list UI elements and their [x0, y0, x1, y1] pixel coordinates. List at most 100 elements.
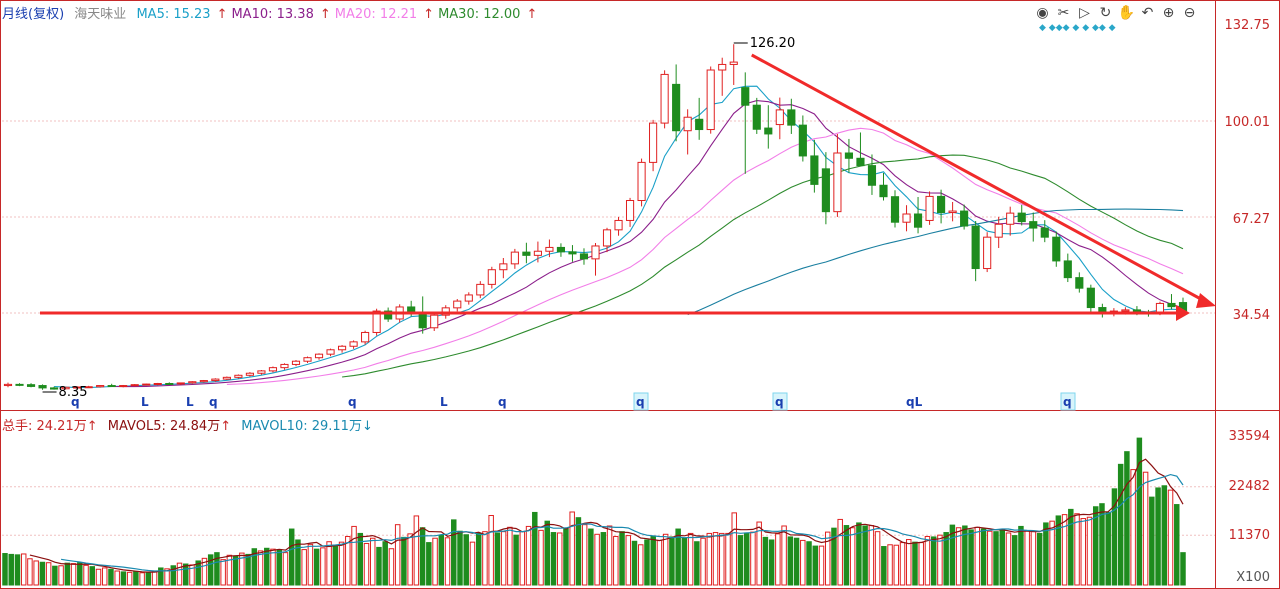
candle-body [614, 219, 623, 231]
volume-bar [326, 541, 332, 586]
candle-body [556, 246, 566, 253]
volume-bar [264, 547, 270, 586]
volume-bar [712, 532, 719, 586]
event-marker-box [1060, 392, 1076, 411]
candle-body [994, 223, 1003, 238]
volume-bar [270, 548, 276, 586]
volume-bar [625, 535, 632, 586]
volume-legend: 总手: 24.21万↑ MAVOL5: 24.84万↑ MAVOL10: 29.… [2, 415, 379, 434]
volume-bar [881, 546, 887, 586]
volume-bar [756, 521, 762, 586]
undo-icon[interactable]: ↶ [1141, 4, 1154, 21]
volume-bar [818, 545, 825, 586]
volume-bar [376, 546, 382, 586]
y-tick-label: 67.27 [1232, 212, 1270, 227]
volume-bar [762, 536, 769, 586]
candle-body [464, 294, 473, 302]
candle-body [349, 341, 358, 347]
candle-body [245, 372, 254, 376]
volume-bar [8, 553, 14, 586]
eye-icon[interactable]: ◉ [1036, 4, 1049, 21]
volume-bar [133, 570, 139, 586]
event-marker: q [209, 395, 218, 409]
volume-bar [89, 566, 96, 586]
ma-legend-item: MA10: 13.38 [231, 7, 314, 22]
candle-body [384, 310, 393, 320]
ma-legend: MA5: 15.23 ↑ MA10: 13.38 ↑ MA20: 12.21 ↑ MA30:… [136, 7, 541, 22]
volume-bar [812, 545, 819, 586]
volume-bar [556, 532, 563, 586]
volume-bar [220, 559, 226, 586]
candle-body [856, 157, 865, 167]
zoom-in-icon[interactable]: ⊕ [1162, 4, 1175, 21]
hand-icon[interactable]: ✋ [1117, 4, 1136, 21]
volume-bar [1130, 469, 1136, 586]
volume-bar [438, 534, 445, 586]
candle-body [1063, 260, 1072, 279]
candle-body [222, 376, 231, 380]
volume-bar [955, 527, 962, 586]
candle-body [211, 378, 220, 382]
candle-body [487, 269, 496, 285]
volume-bar [569, 511, 575, 586]
volume-bar [849, 527, 856, 586]
volume-bar [1011, 535, 1018, 586]
event-marker: q [71, 395, 80, 409]
zoom-out-icon[interactable]: ⊖ [1183, 4, 1196, 21]
volume-bar [638, 544, 644, 586]
volume-bar [893, 544, 900, 586]
volume-bar [332, 545, 339, 586]
volume-bar [999, 528, 1005, 586]
volume-bar [800, 539, 806, 586]
play-icon[interactable]: ▷ [1079, 4, 1090, 21]
chart-title: 月线(复权) [2, 7, 65, 22]
stock-name: 海天味业 [74, 7, 127, 22]
volume-bar [775, 533, 781, 586]
volume-bar [369, 537, 376, 586]
scissors-icon[interactable]: ✂ [1057, 4, 1070, 21]
refresh-icon[interactable]: ↻ [1099, 4, 1112, 21]
volume-bar [681, 537, 688, 586]
volume-bar [737, 535, 744, 586]
ma-legend-item: MA20: 12.21 [334, 7, 418, 22]
volume-total: 总手: 24.21万↑ [2, 419, 98, 434]
support-arrowhead [1176, 305, 1190, 321]
volume-bar [750, 531, 756, 586]
volume-bar [351, 525, 357, 586]
candle-body [695, 118, 704, 131]
volume-bar [95, 568, 102, 586]
volume-bar [413, 515, 420, 586]
volume-bar [195, 560, 201, 586]
vol-unit-label: X100 [1236, 570, 1270, 585]
volume-bar [83, 564, 89, 586]
volume-bar [588, 528, 594, 586]
volume-bar [856, 522, 862, 586]
event-marker: q [498, 395, 507, 409]
event-marker: L [141, 395, 149, 409]
volume-bar [214, 552, 220, 586]
volume-bar [862, 525, 868, 586]
volume-bar [949, 524, 956, 586]
candle-body [672, 83, 681, 132]
volume-bar [1142, 471, 1149, 586]
ma20-line [226, 127, 1184, 385]
candle-body [764, 127, 773, 135]
candle-body [810, 155, 819, 185]
y-tick-label: 132.75 [1224, 18, 1271, 33]
candle-body [902, 213, 911, 223]
volume-bar [145, 571, 152, 586]
volume-bar [307, 543, 314, 586]
volume-bar [183, 563, 189, 586]
candle-body [591, 245, 600, 260]
volume-bar [1080, 518, 1087, 586]
volume-bar [345, 535, 351, 586]
event-marker: q [1063, 395, 1072, 409]
candle-body [291, 360, 301, 365]
candle-body [418, 313, 427, 329]
ma-legend-item: MA30: 12.00 [438, 7, 521, 22]
volume-bar [1136, 437, 1143, 586]
mavol10-line [61, 473, 1184, 572]
volume-bar [276, 549, 282, 586]
volume-bar [924, 535, 931, 586]
candle-body [26, 384, 36, 387]
